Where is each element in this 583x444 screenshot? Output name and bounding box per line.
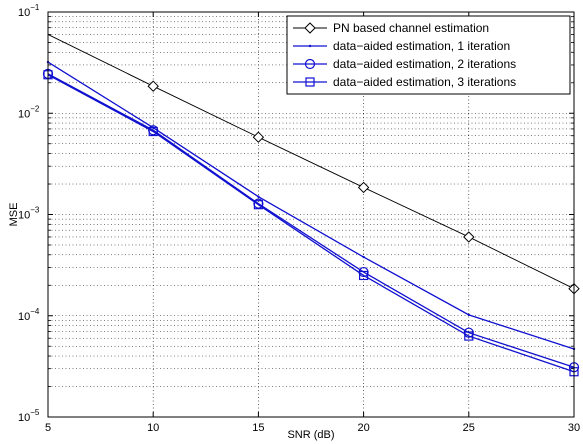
y-tick-label: 10−2 (18, 104, 40, 120)
series-1 (47, 34, 580, 295)
legend-marker (304, 22, 316, 34)
data-point (362, 255, 365, 259)
data-point (467, 313, 470, 317)
legend-marker (304, 58, 316, 70)
x-tick-label: 30 (568, 422, 580, 434)
series-line (47, 34, 575, 290)
x-tick-label: 15 (252, 422, 264, 434)
data-point (464, 331, 474, 341)
series-4 (43, 70, 579, 377)
series-3 (42, 68, 580, 373)
tick-labels: 5 10 15 20 25 30 10−5 10−4 10−3 10−2 10−1 (18, 3, 580, 434)
data-point (463, 231, 475, 243)
ticks (47, 12, 575, 418)
data-point (357, 181, 370, 194)
x-tick-label: 5 (45, 422, 51, 434)
y-tick-label: 10−4 (18, 307, 40, 323)
data-point (359, 270, 369, 281)
series-2 (46, 60, 576, 351)
y-tick-label: 10−3 (18, 206, 40, 222)
x-axis-label: SNR (dB) (287, 429, 334, 441)
x-tick-label: 25 (463, 422, 475, 434)
y-tick-label: 10−5 (18, 408, 40, 424)
series-line (47, 61, 575, 350)
y-axis-label: MSE (8, 203, 20, 227)
legend-entry-label: data−aided estimation, 1 iteration (333, 39, 510, 53)
data-point (148, 126, 158, 137)
legend: PN based channel estimation data−aided es… (286, 15, 571, 95)
data-point (147, 80, 159, 92)
legend-entry-label: data−aided estimation, 2 iterations (333, 57, 516, 71)
legend-entry-label: PN based channel estimation (333, 21, 489, 35)
x-tick-label: 10 (147, 422, 159, 434)
legend-box (286, 15, 571, 95)
series-line (47, 73, 575, 368)
data-point (253, 200, 263, 210)
legend-marker (308, 44, 312, 48)
series-line (47, 74, 575, 373)
series-layer (42, 34, 580, 377)
legend-entry-label: data−aided estimation, 3 iterations (333, 75, 516, 89)
y-tick-label: 10−1 (18, 3, 40, 19)
data-point (252, 131, 265, 143)
legend-marker (305, 77, 315, 87)
data-point (257, 195, 260, 198)
x-tick-label: 20 (357, 422, 369, 434)
